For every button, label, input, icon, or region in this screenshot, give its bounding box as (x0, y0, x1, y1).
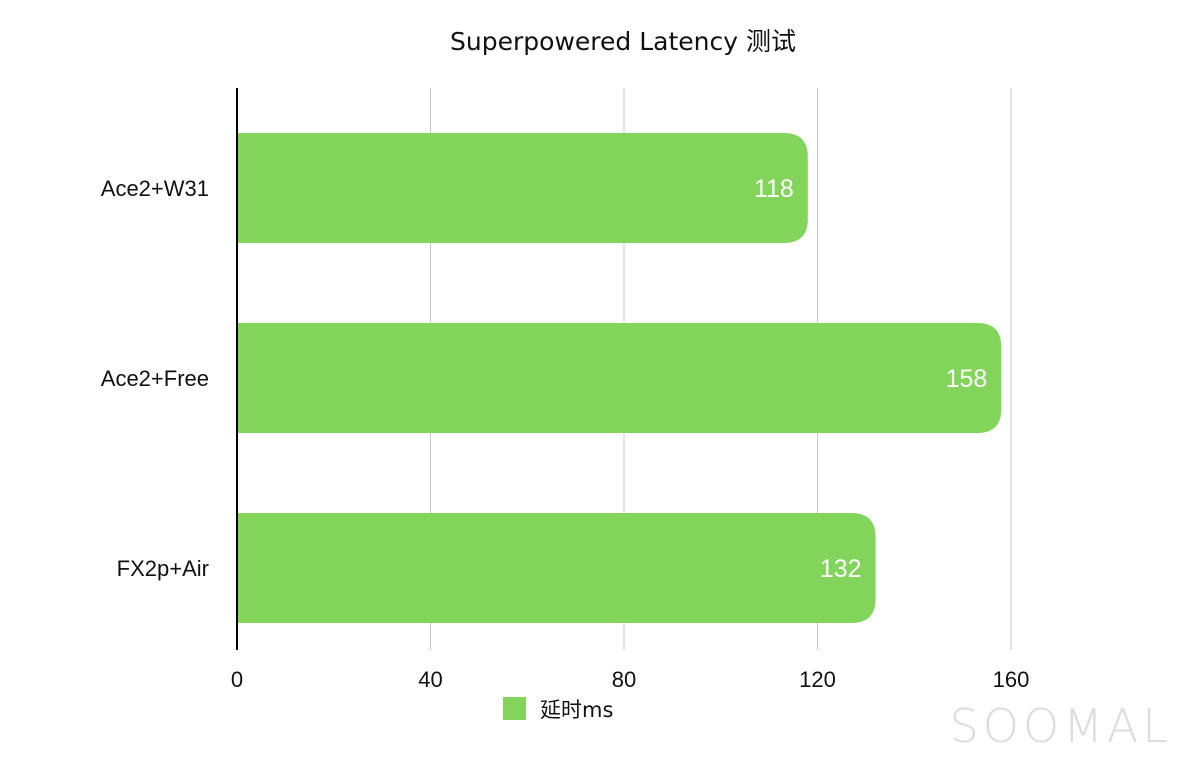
legend-swatch (503, 697, 526, 720)
bar-value-label: 132 (820, 555, 862, 583)
x-tick-label: 80 (612, 667, 636, 692)
axes: 0 40 80 120 160 Ace2+W31 Ace2+Free FX2p+Air (101, 88, 1030, 692)
x-tick-label: 160 (993, 667, 1030, 692)
x-tick-label: 120 (799, 667, 836, 692)
legend: 延时ms (503, 697, 613, 722)
chart-title: Superpowered Latency 测试 (450, 27, 796, 56)
bar-ace2-w31 (237, 133, 808, 243)
bars: 118 158 132 (237, 133, 1002, 623)
bar-value-label: 118 (754, 175, 794, 203)
legend-label: 延时ms (540, 698, 613, 722)
bar-ace2-free (237, 323, 1002, 433)
category-label: FX2p+Air (117, 556, 209, 581)
x-tick-label: 40 (418, 667, 442, 692)
bar-value-label: 158 (946, 365, 988, 393)
bar-fx2p-air (237, 513, 876, 623)
x-tick-label: 0 (231, 667, 243, 692)
category-label: Ace2+Free (101, 366, 209, 391)
category-label: Ace2+W31 (101, 176, 209, 201)
watermark-logo: SOOMAL (950, 699, 1172, 753)
